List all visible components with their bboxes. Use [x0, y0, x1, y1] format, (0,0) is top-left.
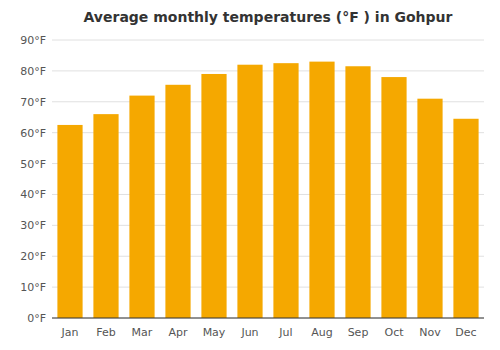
bar	[237, 65, 262, 318]
title: Average monthly temperatures (°F ) in Go…	[84, 9, 453, 25]
x-tick-label: Nov	[419, 326, 441, 339]
y-tick-label: 0°F	[27, 312, 46, 325]
x-tick-label: Feb	[96, 326, 115, 339]
y-tick-label: 20°F	[20, 250, 46, 263]
chart-container: Average monthly temperatures (°F ) in Go…	[0, 0, 500, 350]
bar	[381, 77, 406, 318]
y-tick-label: 60°F	[20, 127, 46, 140]
grid-line	[52, 40, 484, 41]
bars	[57, 62, 478, 318]
y-tick-label: 70°F	[20, 96, 46, 109]
bar	[417, 99, 442, 318]
bar	[93, 114, 118, 318]
x-tick-label: Apr	[168, 326, 188, 339]
grid-line	[52, 318, 484, 319]
x-tick-label: Aug	[311, 326, 332, 339]
y-tick-label: 40°F	[20, 188, 46, 201]
x-tick-label: Oct	[384, 326, 404, 339]
bar	[273, 63, 298, 318]
y-tick-label: 10°F	[20, 281, 46, 294]
x-tick-label: May	[203, 326, 226, 339]
grid	[52, 40, 484, 318]
bar	[345, 66, 370, 318]
x-axis-line	[52, 318, 484, 319]
bar	[309, 62, 334, 318]
bar	[453, 119, 478, 318]
x-tick-label: Mar	[132, 326, 153, 339]
x-tick-label: Sep	[348, 326, 369, 339]
bar	[57, 125, 82, 318]
grid-line	[52, 70, 484, 71]
chart: Average monthly temperatures (°F ) in Go…	[0, 0, 500, 350]
y-tick-label: 30°F	[20, 219, 46, 232]
bar	[165, 85, 190, 318]
x-tick-label: Dec	[455, 326, 476, 339]
bar	[201, 74, 226, 318]
y-tick-label: 90°F	[20, 34, 46, 47]
x-tick-label: Jul	[278, 326, 292, 339]
x-tick-label: Jan	[61, 326, 79, 339]
y-tick-label: 80°F	[20, 65, 46, 78]
x-tick-label: Jun	[240, 326, 258, 339]
bar	[129, 96, 154, 318]
y-tick-label: 50°F	[20, 158, 46, 171]
